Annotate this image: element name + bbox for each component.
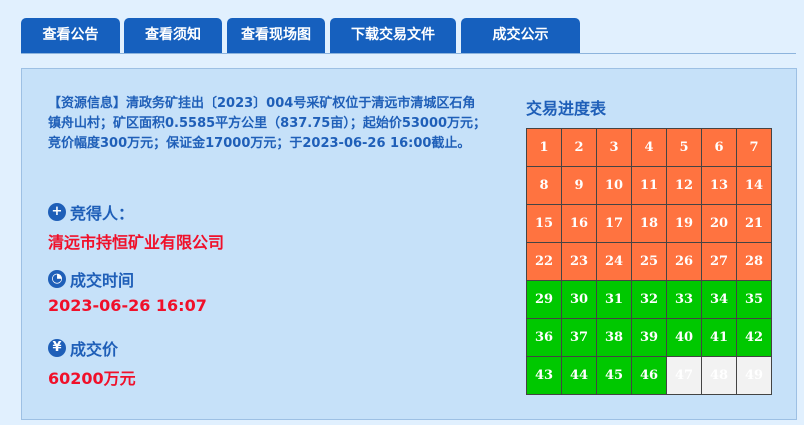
progress-cell: 22 — [527, 243, 562, 281]
progress-cell: 5 — [667, 129, 702, 167]
tab-download-files[interactable]: 下载交易文件 — [330, 18, 456, 53]
progress-cell: 30 — [562, 281, 597, 319]
progress-cell: 34 — [702, 281, 737, 319]
tab-bar: 查看公告 查看须知 查看现场图 下载交易文件 成交公示 — [21, 18, 796, 54]
progress-cell: 49 — [737, 357, 772, 395]
progress-cell: 31 — [597, 281, 632, 319]
progress-cell: 33 — [667, 281, 702, 319]
progress-cell: 24 — [597, 243, 632, 281]
progress-cell: 41 — [702, 319, 737, 357]
tab-notice[interactable]: 查看须知 — [124, 18, 222, 53]
progress-cell: 20 — [702, 205, 737, 243]
progress-cell: 38 — [597, 319, 632, 357]
progress-cell: 1 — [527, 129, 562, 167]
tab-deal-result[interactable]: 成交公示 — [461, 18, 580, 53]
progress-cell: 39 — [632, 319, 667, 357]
progress-cell: 42 — [737, 319, 772, 357]
progress-cell: 8 — [527, 167, 562, 205]
winner-value: 清远市持恒矿业有限公司 — [48, 233, 225, 252]
plus-circle-icon: + — [48, 203, 66, 221]
progress-cell: 17 — [597, 205, 632, 243]
progress-cell: 2 — [562, 129, 597, 167]
progress-cell: 29 — [527, 281, 562, 319]
progress-cell: 21 — [737, 205, 772, 243]
progress-cell: 27 — [702, 243, 737, 281]
progress-cell: 35 — [737, 281, 772, 319]
progress-cell: 46 — [632, 357, 667, 395]
progress-cell: 25 — [632, 243, 667, 281]
deal-panel: 【资源信息】清政务矿挂出〔2023〕004号采矿权位于清远市清城区石角镇舟山村；… — [21, 68, 797, 420]
progress-cell: 44 — [562, 357, 597, 395]
progress-cell: 13 — [702, 167, 737, 205]
progress-cell: 37 — [562, 319, 597, 357]
price-label: ¥ 成交价 — [48, 336, 118, 360]
progress-title: 交易进度表 — [526, 99, 607, 118]
progress-cell: 15 — [527, 205, 562, 243]
progress-cell: 28 — [737, 243, 772, 281]
progress-cell: 23 — [562, 243, 597, 281]
progress-cell: 7 — [737, 129, 772, 167]
progress-cell: 4 — [632, 129, 667, 167]
progress-cell: 6 — [702, 129, 737, 167]
progress-cell: 18 — [632, 205, 667, 243]
resource-info: 【资源信息】清政务矿挂出〔2023〕004号采矿权位于清远市清城区石角镇舟山村；… — [48, 96, 487, 151]
progress-cell: 45 — [597, 357, 632, 395]
progress-cell: 47 — [667, 357, 702, 395]
progress-cell: 36 — [527, 319, 562, 357]
tab-announcement[interactable]: 查看公告 — [21, 18, 120, 53]
progress-cell: 10 — [597, 167, 632, 205]
progress-cell: 40 — [667, 319, 702, 357]
yuan-icon: ¥ — [48, 339, 66, 357]
progress-cell: 3 — [597, 129, 632, 167]
progress-cell: 12 — [667, 167, 702, 205]
progress-cell: 16 — [562, 205, 597, 243]
tab-site-map[interactable]: 查看现场图 — [227, 18, 325, 53]
progress-cell: 11 — [632, 167, 667, 205]
progress-cell: 26 — [667, 243, 702, 281]
progress-cell: 43 — [527, 357, 562, 395]
winner-label: + 竞得人： — [48, 200, 134, 224]
price-value: 60200万元 — [48, 369, 136, 388]
progress-cell: 14 — [737, 167, 772, 205]
progress-cell: 9 — [562, 167, 597, 205]
progress-cell: 48 — [702, 357, 737, 395]
progress-cell: 32 — [632, 281, 667, 319]
time-label: ◔ 成交时间 — [48, 267, 134, 291]
time-value: 2023-06-26 16:07 — [48, 296, 207, 315]
progress-grid: 1 2 3 4 5 6 7 8 9 10 11 12 13 14 15 16 17 18 19 20 21 22 23 24 2… — [526, 128, 772, 395]
progress-cell: 19 — [667, 205, 702, 243]
clock-icon: ◔ — [48, 270, 66, 288]
